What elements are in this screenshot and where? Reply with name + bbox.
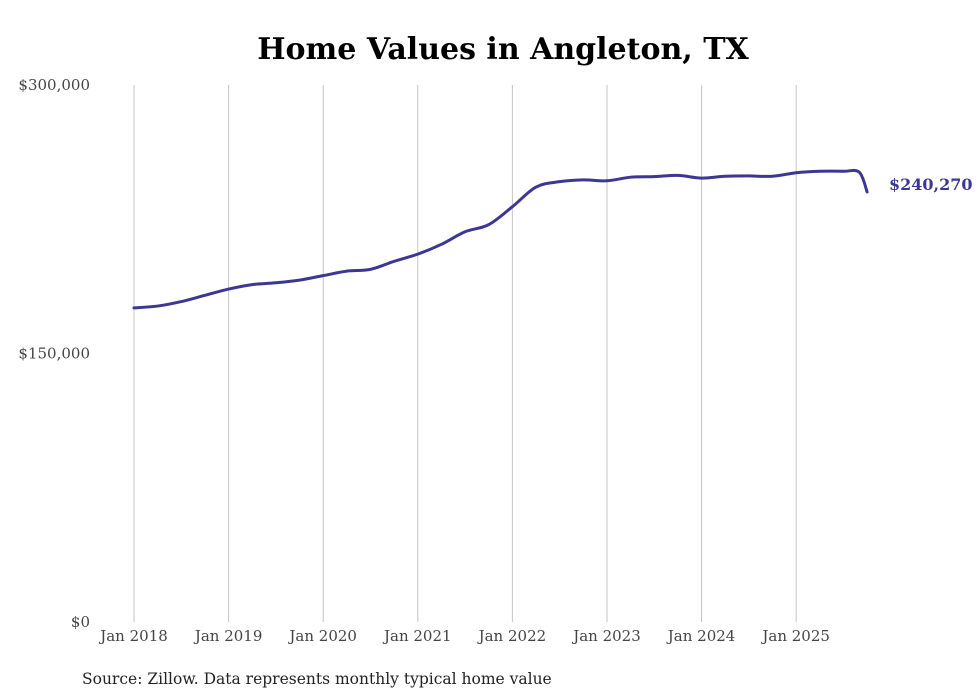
- y-axis-ticks: $0 $150,000 $300,000: [18, 76, 90, 631]
- x-axis-ticks: Jan 2018 Jan 2019 Jan 2020 Jan 2021 Jan 2022…: [98, 627, 830, 645]
- gridlines: [133, 85, 797, 622]
- y-tick-label-2: $300,000: [18, 76, 90, 94]
- y-tick-label-0: $0: [71, 613, 90, 631]
- chart-title: Home Values in Angleton, TX: [257, 32, 749, 67]
- x-tick-label-7: Jan 2025: [760, 627, 830, 645]
- x-tick-label-6: Jan 2024: [666, 627, 736, 645]
- x-tick-label-4: Jan 2022: [477, 627, 547, 645]
- end-value-label: $240,270: [889, 175, 973, 194]
- x-tick-label-2: Jan 2020: [287, 627, 357, 645]
- source-note: Source: Zillow. Data represents monthly …: [82, 670, 552, 688]
- x-tick-label-3: Jan 2021: [382, 627, 452, 645]
- x-tick-label-1: Jan 2019: [193, 627, 263, 645]
- y-tick-label-1: $150,000: [18, 345, 90, 363]
- x-tick-label-0: Jan 2018: [98, 627, 168, 645]
- x-tick-label-5: Jan 2023: [571, 627, 641, 645]
- series-line: [132, 168, 869, 310]
